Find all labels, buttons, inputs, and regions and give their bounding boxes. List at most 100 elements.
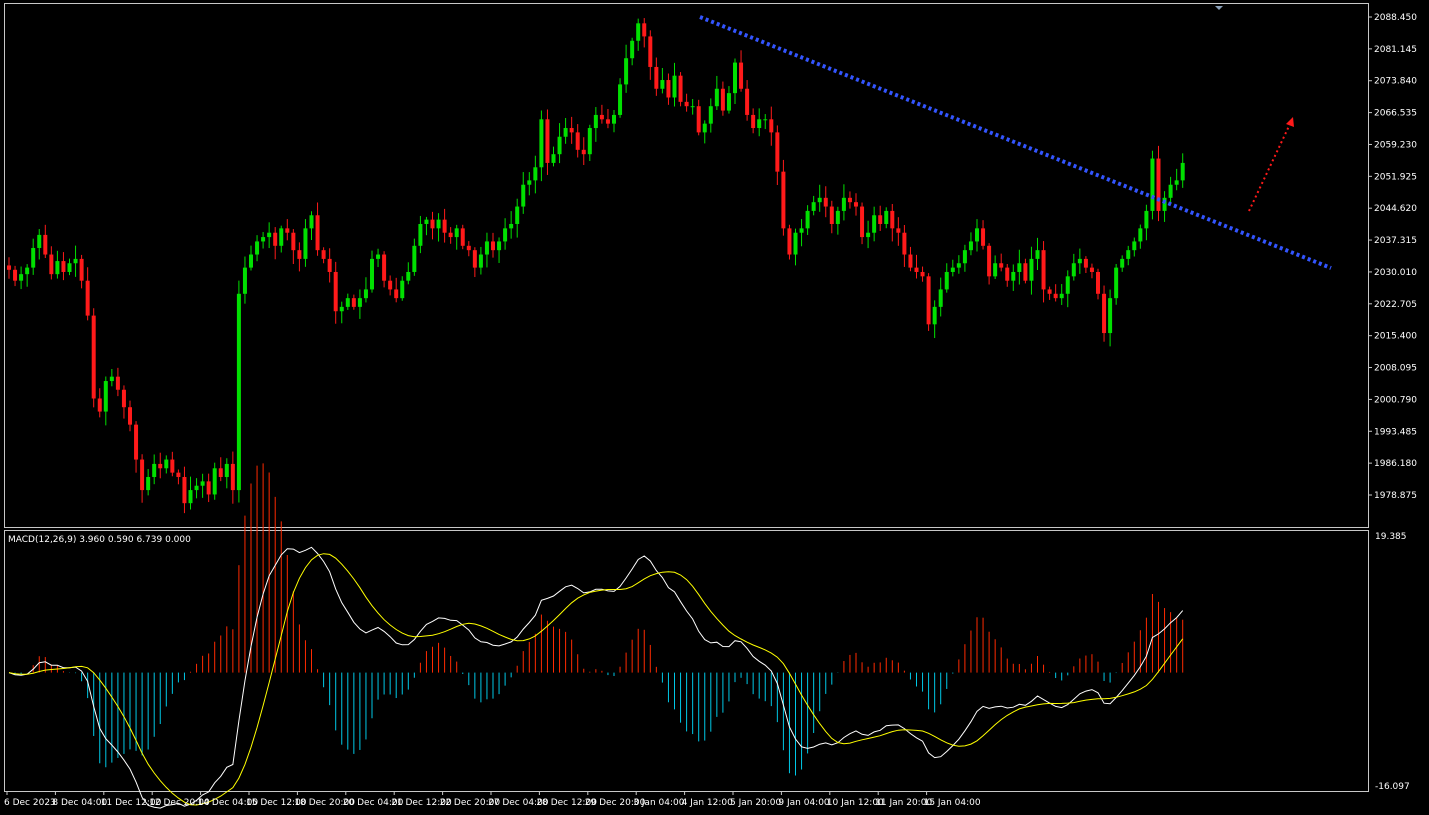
price-tick-label: 2037.315 — [1374, 236, 1417, 246]
candle — [605, 109, 610, 129]
candle — [1053, 284, 1058, 302]
candle — [303, 219, 308, 267]
price-tick-label: 2000.790 — [1374, 395, 1417, 405]
candle — [739, 50, 744, 92]
candle — [376, 248, 381, 268]
candle — [781, 159, 786, 236]
candle — [751, 108, 756, 134]
price-pane[interactable]: 2088.450 2081.145 2073.840 2066.535 2059.230… — [4, 3, 1418, 528]
candle — [491, 232, 495, 258]
candle — [466, 241, 471, 257]
candle — [1089, 263, 1094, 279]
time-tick-label: 20 Dec 04:00 — [343, 798, 404, 808]
price-tick-label: 2081.145 — [1374, 45, 1417, 55]
candle — [684, 93, 689, 112]
candle — [587, 124, 592, 161]
candle — [1017, 249, 1022, 285]
candle — [460, 224, 465, 250]
trendline[interactable] — [699, 15, 1332, 270]
candle — [545, 109, 550, 175]
candle — [394, 277, 399, 303]
candle — [182, 466, 187, 514]
candle — [866, 220, 871, 249]
candle — [817, 184, 822, 212]
candle — [987, 243, 992, 285]
candle — [702, 120, 707, 144]
macd-main-line — [8, 546, 1184, 809]
candle — [242, 256, 247, 304]
candle — [757, 108, 762, 137]
candle — [230, 451, 235, 504]
candle — [557, 123, 562, 164]
candle — [1023, 258, 1028, 284]
price-tick-label: 1986.180 — [1374, 459, 1417, 469]
candle — [1126, 245, 1131, 266]
candle — [847, 191, 852, 209]
candle — [37, 229, 42, 260]
candle — [1132, 237, 1137, 257]
candle — [733, 58, 737, 105]
candle — [1059, 284, 1064, 305]
candle — [1005, 263, 1010, 287]
candle — [539, 110, 544, 182]
candle — [666, 73, 671, 105]
candle — [908, 246, 913, 272]
candle — [1168, 176, 1173, 204]
candle — [993, 255, 998, 279]
candle — [1077, 248, 1082, 274]
time-tick-label: 12 Dec 20:00 — [149, 798, 210, 808]
candle — [726, 86, 731, 114]
candle — [714, 75, 719, 111]
candle — [128, 400, 132, 432]
candle — [406, 262, 411, 285]
candle — [333, 261, 338, 324]
price-tick-label: 2088.450 — [1374, 13, 1417, 23]
candle — [841, 184, 846, 221]
candle — [448, 227, 453, 244]
candle — [950, 259, 955, 277]
candle — [575, 124, 580, 158]
candle — [981, 220, 986, 250]
candle — [484, 232, 489, 268]
price-tick-label: 2073.840 — [1374, 77, 1417, 87]
time-tick-label: 4 Jan 12:00 — [682, 798, 734, 808]
candle — [79, 254, 84, 289]
candle — [152, 454, 157, 485]
projection-arrow[interactable] — [1248, 123, 1291, 212]
candle — [363, 277, 368, 303]
candle — [261, 232, 266, 249]
time-tick-label: 9 Jan 04:00 — [778, 798, 830, 808]
candle — [236, 280, 241, 503]
time-tick-label: 11 Jan 20:00 — [875, 798, 932, 808]
price-tick-label: 2059.230 — [1374, 140, 1417, 150]
candle — [775, 125, 780, 185]
candle — [805, 205, 810, 235]
time-tick-label: 5 Jan 20:00 — [730, 798, 782, 808]
candle — [920, 266, 925, 282]
candle — [968, 232, 973, 256]
candle — [1162, 191, 1167, 222]
candle — [412, 238, 417, 276]
candle — [533, 155, 538, 194]
candle — [1029, 246, 1034, 295]
candle — [678, 72, 683, 107]
macd-axis-min: -16.097 — [1375, 782, 1410, 792]
candle — [878, 205, 883, 231]
candle — [436, 213, 441, 242]
candle — [442, 208, 447, 243]
candle — [103, 376, 108, 426]
candle — [255, 235, 260, 262]
candle — [273, 227, 278, 260]
candle — [527, 172, 532, 196]
candle — [146, 469, 151, 496]
candle — [914, 254, 919, 279]
candle — [61, 252, 66, 281]
price-tick-label: 2051.925 — [1374, 172, 1417, 182]
time-tick-label: 14 Dec 04:00 — [198, 798, 259, 808]
candle — [31, 238, 36, 275]
macd-pane[interactable]: MACD(12,26,9) 3.960 0.590 6.739 0.000 19… — [4, 463, 1410, 809]
candle — [85, 267, 90, 321]
macd-histogram — [14, 463, 1184, 776]
